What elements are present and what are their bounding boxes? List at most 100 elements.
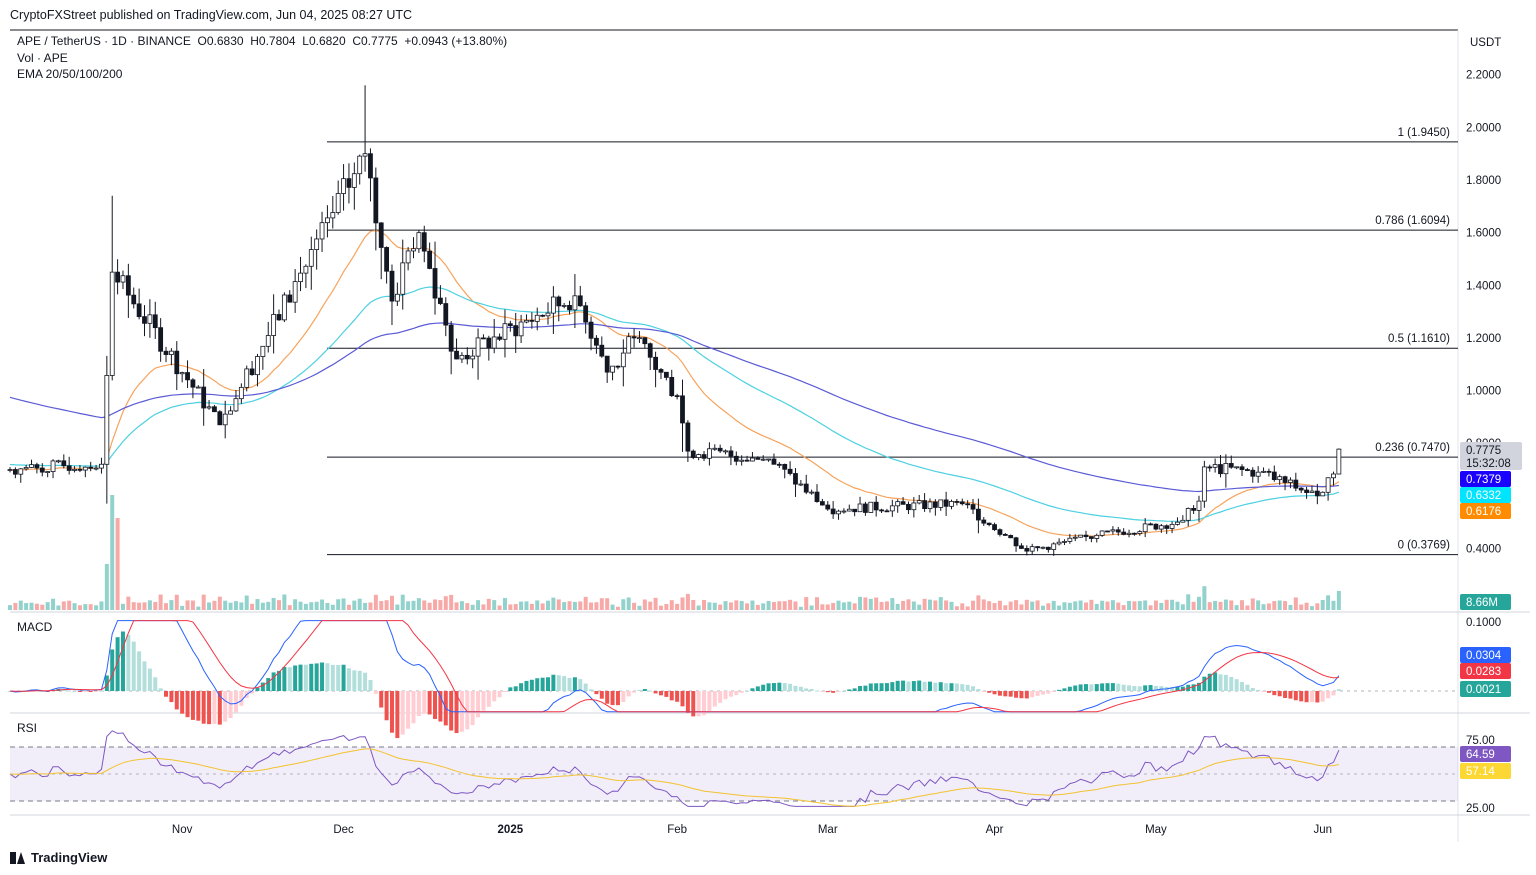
- macd-hist-bar: [820, 691, 825, 692]
- candle-up: [502, 323, 508, 340]
- macd-hist-bar: [99, 690, 104, 692]
- volume-bar: [88, 604, 93, 610]
- candle-down: [1035, 546, 1040, 549]
- volume-bar: [363, 602, 368, 610]
- candle-down: [201, 386, 207, 409]
- candle-up: [1196, 500, 1202, 511]
- candle-down: [1105, 530, 1110, 533]
- candle-up: [120, 275, 126, 283]
- ohlc-close: C0.7775: [352, 34, 398, 48]
- volume-bar: [815, 597, 819, 610]
- macd-hist-bar: [282, 666, 287, 691]
- rsi-pane-title[interactable]: RSI: [17, 721, 38, 735]
- macd-hist-bar: [1229, 676, 1234, 691]
- candle-up: [1067, 537, 1073, 542]
- macd-badge: 0.0304: [1466, 650, 1502, 662]
- macd-hist-bar: [411, 691, 416, 724]
- macd-hist-bar: [309, 663, 314, 691]
- candle-up: [550, 296, 556, 314]
- macd-hist-bar: [658, 691, 663, 696]
- volume-bar: [809, 605, 814, 610]
- brand-name: TradingView: [31, 850, 108, 865]
- candle-down: [1293, 479, 1299, 489]
- macd-hist-bar: [449, 691, 454, 731]
- volume-bar: [1180, 604, 1185, 610]
- volume-bar: [1170, 599, 1175, 610]
- volume-bar: [567, 601, 572, 610]
- volume-bar: [540, 603, 545, 610]
- candle-down: [685, 422, 691, 452]
- macd-hist-bar: [1127, 685, 1132, 691]
- volume-bar: [1293, 597, 1298, 610]
- macd-hist-bar: [212, 691, 217, 724]
- candle-down: [701, 454, 707, 459]
- macd-hist-bar: [1320, 691, 1325, 702]
- tradingview-brand[interactable]: TradingView: [10, 850, 107, 865]
- macd-hist-bar: [847, 689, 852, 691]
- ohlc-open: O0.6830: [197, 34, 244, 48]
- candle-up: [314, 238, 320, 250]
- ema-legend[interactable]: EMA 20/50/100/200: [17, 67, 123, 81]
- volume-legend[interactable]: Vol · APE: [17, 51, 68, 65]
- candle-up: [1320, 491, 1326, 497]
- candle-down: [954, 501, 960, 503]
- rsi-badge: 64.59: [1466, 749, 1495, 761]
- macd-badge-bg: [1460, 647, 1511, 663]
- volume-bar: [524, 601, 529, 610]
- candle-down: [217, 411, 223, 426]
- volume-bar: [766, 600, 771, 610]
- volume-bar: [847, 601, 852, 610]
- volume-bar: [922, 598, 927, 610]
- candle-up: [1261, 470, 1266, 473]
- volume-bar: [314, 601, 319, 610]
- volume-bar: [1035, 600, 1040, 610]
- macd-hist-bar: [196, 691, 201, 721]
- candle-up: [222, 413, 228, 426]
- volume-bar: [476, 600, 481, 610]
- candle-down: [174, 350, 180, 375]
- volume-bar: [890, 598, 895, 610]
- macd-hist-bar: [788, 683, 793, 691]
- rsi-tick-label: 25.00: [1466, 803, 1495, 815]
- volume-bar: [196, 606, 201, 610]
- macd-hist-bar: [831, 691, 836, 693]
- volume-bar: [1143, 600, 1148, 610]
- volume-bar: [858, 596, 863, 610]
- volume-bar: [841, 602, 846, 610]
- macd-hist-bar: [190, 691, 195, 720]
- symbol-title[interactable]: APE / TetherUS · 1D · BINANCE: [17, 34, 191, 48]
- candle-up: [475, 337, 481, 357]
- candle-up: [1277, 476, 1283, 481]
- macd-hist-bar: [1315, 691, 1320, 703]
- candle-up: [1175, 521, 1180, 525]
- macd-hist-bar: [88, 691, 93, 692]
- volume-bar: [1008, 601, 1013, 610]
- candle-up: [1137, 531, 1143, 534]
- volume-bar: [1261, 604, 1266, 610]
- macd-hist-bar: [422, 691, 427, 714]
- candle-down: [142, 316, 147, 324]
- macd-hist-bar: [987, 691, 992, 693]
- candle-down: [34, 464, 40, 469]
- volume-bar: [346, 604, 351, 610]
- candle-up: [357, 155, 363, 175]
- candle-up: [1201, 466, 1207, 502]
- candle-up: [524, 319, 529, 323]
- macd-hist-bar: [1105, 683, 1110, 691]
- symbol-legend: APE / TetherUS · 1D · BINANCE O0.6830 H0…: [17, 34, 507, 48]
- candle-down: [1314, 490, 1320, 497]
- candle-up: [857, 503, 863, 513]
- macd-hist-bar: [675, 691, 680, 702]
- macd-hist-bar: [540, 677, 545, 691]
- volume-bar: [250, 603, 255, 610]
- macd-hist-bar: [142, 661, 147, 691]
- volume-bar: [1116, 602, 1121, 610]
- volume-bar: [1250, 598, 1255, 610]
- macd-pane-title[interactable]: MACD: [17, 620, 53, 634]
- fib-level-label: 0 (0.3769): [1398, 540, 1451, 552]
- candle-up: [1078, 534, 1084, 538]
- macd-hist-bar: [793, 685, 798, 691]
- macd-hist-bar: [1159, 686, 1164, 691]
- volume-bar: [965, 606, 970, 610]
